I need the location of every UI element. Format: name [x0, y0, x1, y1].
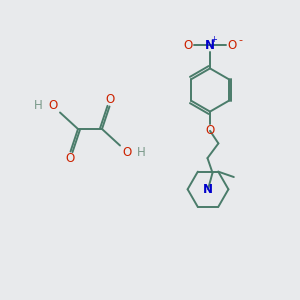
Text: O: O — [66, 152, 75, 165]
Text: O: O — [206, 124, 214, 137]
Text: -: - — [238, 35, 243, 46]
Text: N: N — [203, 183, 213, 196]
Text: N: N — [205, 39, 215, 52]
Text: O: O — [105, 93, 114, 106]
Text: O: O — [122, 146, 131, 159]
Text: O: O — [228, 39, 237, 52]
Text: H: H — [34, 99, 43, 112]
Text: H: H — [137, 146, 146, 159]
Text: O: O — [183, 39, 192, 52]
Text: O: O — [49, 99, 58, 112]
Text: +: + — [211, 35, 217, 44]
